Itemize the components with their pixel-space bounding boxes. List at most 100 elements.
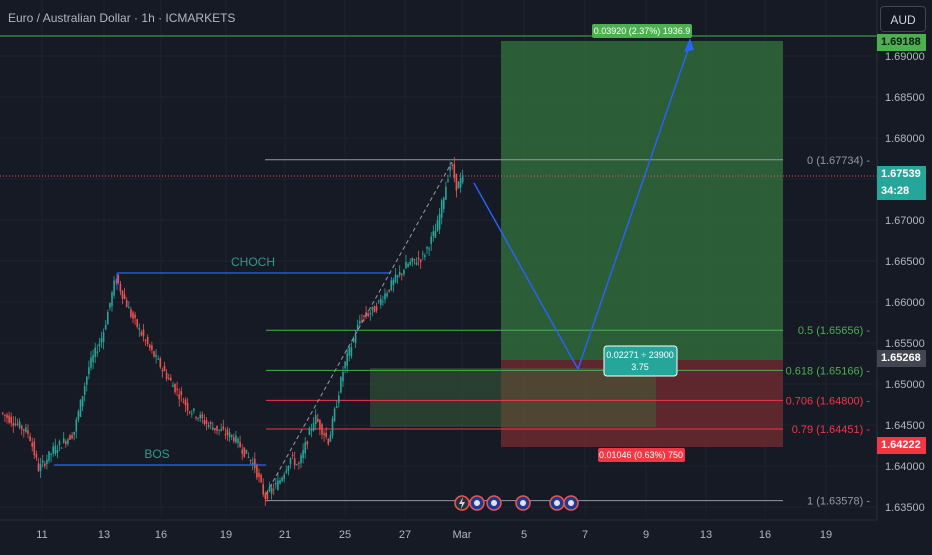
candle-body xyxy=(327,439,330,445)
candle-body xyxy=(403,270,405,275)
candle-body xyxy=(10,416,12,424)
candle-body xyxy=(58,441,61,445)
entry-price-badge: 1.65268 xyxy=(877,350,926,367)
candle-body xyxy=(300,455,302,464)
price-axis-tick: 1.64000 xyxy=(885,461,925,473)
candle-body xyxy=(461,175,464,183)
countdown-timer: 34:28 xyxy=(881,185,910,197)
candle-body xyxy=(167,378,170,380)
candle-body xyxy=(44,463,46,466)
candle-body xyxy=(449,166,451,171)
time-axis-tick: 11 xyxy=(36,529,47,541)
candle-body xyxy=(352,338,355,342)
candle-body xyxy=(188,411,191,413)
us-flag-icon[interactable] xyxy=(486,495,502,511)
candle-body xyxy=(451,165,453,167)
candle-body xyxy=(241,449,243,454)
candle-body xyxy=(178,394,180,400)
time-axis-tick: 13 xyxy=(98,529,110,541)
candle-body xyxy=(390,280,393,291)
price-axis-tick: 1.63500 xyxy=(885,502,925,514)
candle-body xyxy=(136,319,138,328)
candle-body xyxy=(329,435,332,442)
candle-body xyxy=(342,371,344,382)
time-axis-tick: Mar xyxy=(453,529,472,541)
candle-body xyxy=(222,426,225,430)
candle-body xyxy=(75,419,78,432)
entry-label-line2: 3.75 xyxy=(631,362,649,372)
candle-body xyxy=(298,462,300,464)
price-axis-tick: 1.69000 xyxy=(885,51,925,63)
candle-body xyxy=(4,414,6,416)
candle-body xyxy=(138,327,141,330)
candle-body xyxy=(165,372,168,380)
candle-body xyxy=(367,313,369,317)
candle-body xyxy=(220,429,222,431)
candle-body xyxy=(354,335,357,343)
price-axis-tick: 1.67000 xyxy=(885,215,925,227)
candle-body xyxy=(375,306,378,311)
candle-body xyxy=(350,346,353,357)
candle-body xyxy=(125,300,128,308)
candle-body xyxy=(195,416,197,419)
candle-body xyxy=(380,298,382,306)
candle-body xyxy=(321,424,323,435)
candle-body xyxy=(102,332,105,343)
time-axis-tick: 19 xyxy=(220,529,232,541)
candle-body xyxy=(413,258,416,261)
candle-body xyxy=(302,449,304,459)
candle-body xyxy=(361,320,363,322)
candle-body xyxy=(92,355,94,363)
candle-body xyxy=(56,449,59,453)
candle-body xyxy=(159,358,162,368)
currency-button[interactable]: AUD xyxy=(880,6,926,32)
candle-body xyxy=(140,332,143,336)
candle-body xyxy=(251,462,254,466)
candle-body xyxy=(94,347,96,357)
current-price-badge: 1.67539 34:28 xyxy=(877,166,926,200)
flag-glyph xyxy=(554,500,560,506)
lightning-event-icon[interactable] xyxy=(454,495,470,511)
candle-body xyxy=(319,419,321,430)
candle-body xyxy=(100,338,103,343)
candle-body xyxy=(153,351,155,357)
candle-body xyxy=(27,430,29,434)
australia-flag-icon[interactable] xyxy=(515,495,531,511)
us-flag-icon[interactable] xyxy=(549,495,565,511)
australia-flag-icon[interactable] xyxy=(563,495,579,511)
candle-body xyxy=(432,231,435,237)
price-axis-tick: 1.68000 xyxy=(885,133,925,145)
candle-body xyxy=(443,197,445,209)
candle-body xyxy=(73,431,75,435)
candle-body xyxy=(426,247,428,249)
candle-body xyxy=(115,281,117,283)
candle-body xyxy=(121,290,124,299)
candle-body xyxy=(39,464,42,471)
candle-body xyxy=(281,477,283,482)
candle-body xyxy=(434,230,437,238)
candle-body xyxy=(62,438,65,443)
candle-body xyxy=(161,370,164,372)
australia-flag-icon[interactable] xyxy=(469,495,485,511)
fib-level-label: 0.79 (1.64451) - xyxy=(792,424,871,436)
candle-body xyxy=(249,459,252,461)
target-label: 0.03920 (2.37%) 1936.9 xyxy=(594,26,691,36)
target-zone xyxy=(501,41,783,360)
candle-body xyxy=(422,253,424,255)
candle-body xyxy=(266,492,269,500)
candle-body xyxy=(81,396,84,407)
candle-body xyxy=(457,181,460,189)
candle-body xyxy=(90,357,92,368)
symbol-title: Euro / Australian Dollar · 1h · ICMARKET… xyxy=(8,11,236,25)
candle-body xyxy=(52,446,54,454)
candle-body xyxy=(256,464,258,478)
candle-body xyxy=(184,399,187,406)
candle-body xyxy=(359,320,361,324)
target-label-box xyxy=(592,24,692,38)
candle-body xyxy=(415,262,418,265)
candle-body xyxy=(54,445,57,454)
current-price-value: 1.67539 xyxy=(881,168,921,180)
flag-glyph xyxy=(568,500,574,506)
